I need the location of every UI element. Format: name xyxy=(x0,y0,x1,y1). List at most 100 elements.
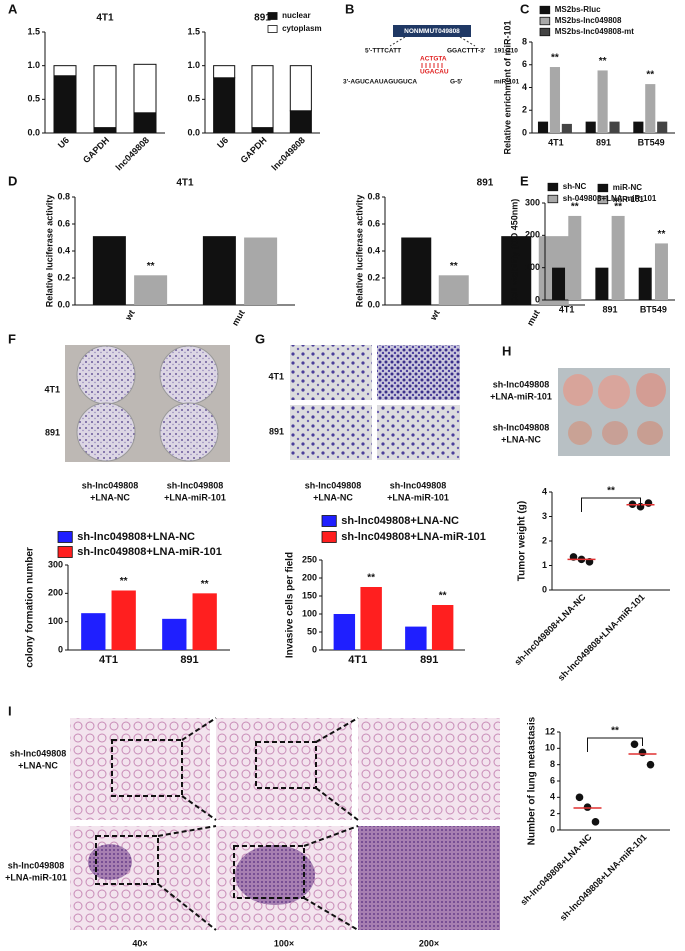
dot xyxy=(575,793,584,802)
panel-f-images: 4T1 891 sh-lnc049808 +LNA-NC sh-lnc04980… xyxy=(44,345,230,502)
bar-segment xyxy=(53,75,77,134)
panel-b-diagram: NONMMUT049808 5'-TTTCATT GGACTTT-3' 191-… xyxy=(343,25,520,86)
legend-label: sh-049808+LNA-miR-101 xyxy=(563,194,657,203)
row-label: sh-lnc049808 xyxy=(493,422,550,432)
y-tick-label: 200 xyxy=(302,572,317,582)
x-tick-label: 891 xyxy=(180,654,198,666)
significance-label: ** xyxy=(607,486,615,497)
bar-segment xyxy=(289,65,312,112)
bar xyxy=(401,237,432,305)
legend-swatch xyxy=(57,531,73,543)
magnification: 40× xyxy=(132,938,147,948)
panel-label: I xyxy=(8,703,12,718)
significance-label: ** xyxy=(571,202,579,213)
y-tick-label: 10 xyxy=(545,743,555,753)
y-tick-label: 0.0 xyxy=(27,127,40,137)
x-tick-label: 4T1 xyxy=(559,304,575,314)
bar xyxy=(431,605,454,650)
zoom-boxes xyxy=(95,717,359,931)
row-label: sh-lnc049808 xyxy=(10,748,67,758)
x-tick-label: GAPDH xyxy=(81,135,111,165)
bar-segment xyxy=(133,63,157,114)
y-tick-label: 300 xyxy=(525,197,540,207)
row-label: +LNA-miR-101 xyxy=(490,391,552,401)
tumor xyxy=(568,421,592,445)
y-tick-label: 0.6 xyxy=(57,218,70,228)
bar-segment xyxy=(133,112,157,134)
y-axis-label: Relative luciferase activity xyxy=(354,195,364,308)
significance-bracket xyxy=(587,737,643,752)
y-tick-label: 100 xyxy=(525,262,540,272)
y-tick-label: 1.5 xyxy=(187,26,200,36)
tumor xyxy=(598,375,630,409)
y-tick-label: 2 xyxy=(542,535,547,545)
well xyxy=(76,345,136,405)
chart-title: 4T1 xyxy=(96,13,114,24)
connector xyxy=(389,36,406,47)
bar xyxy=(501,236,532,305)
x-tick-label: wt xyxy=(123,308,137,323)
legend-label: MS2bs-lnc049808-mt xyxy=(555,27,634,36)
significance-label: ** xyxy=(658,229,666,240)
well xyxy=(159,402,219,462)
panel-label: B xyxy=(345,1,354,16)
y-tick-label: 0.5 xyxy=(27,94,40,104)
y-tick-label: 100 xyxy=(48,616,63,626)
y-axis-label: Invasive cells per field xyxy=(285,552,296,658)
chart-title: 4T1 xyxy=(176,178,194,189)
y-tick-label: 0 xyxy=(542,584,547,594)
y-axis-label: Relative enrichment of miR-101 xyxy=(502,20,512,154)
dot xyxy=(644,499,653,507)
x-tick-label: lnc049808 xyxy=(114,135,152,173)
legend-swatch xyxy=(547,182,559,192)
bar xyxy=(192,593,217,650)
legend-swatch xyxy=(321,515,337,527)
y-tick-label: 0.5 xyxy=(187,94,200,104)
significance-bracket xyxy=(581,497,641,512)
bar xyxy=(549,67,561,133)
row-label: +LNA-NC xyxy=(501,434,541,444)
dot xyxy=(630,740,639,749)
x-tick-label: mut xyxy=(525,308,542,327)
well xyxy=(159,345,219,405)
row-label: sh-lnc049808 xyxy=(493,379,550,389)
x-tick-label: 4T1 xyxy=(99,654,118,666)
y-tick-label: 0.2 xyxy=(57,272,70,282)
significance-label: ** xyxy=(120,576,128,587)
bar xyxy=(202,236,236,305)
row-label: +LNA-NC xyxy=(18,760,58,770)
y-tick-label: 200 xyxy=(48,588,63,598)
x-tick-label: U6 xyxy=(56,135,71,150)
y-tick-label: 4 xyxy=(542,486,547,496)
y-tick-label: 4 xyxy=(550,792,555,802)
bar xyxy=(244,237,278,305)
legend-label: sh-lnc049808+LNA-NC xyxy=(77,531,195,543)
legend-label: sh-lnc049808+LNA-NC xyxy=(341,515,459,527)
bar xyxy=(633,121,644,133)
x-tick-label: 4T1 xyxy=(348,654,367,666)
row-label: sh-lnc049808 xyxy=(8,860,65,870)
micrograph xyxy=(377,405,460,460)
significance-label: ** xyxy=(614,202,622,213)
bar-segment xyxy=(93,65,117,129)
legend-swatch xyxy=(597,183,609,193)
y-tick-label: 6 xyxy=(522,59,527,69)
well xyxy=(76,402,136,462)
legend-label: miR-101 xyxy=(613,195,645,204)
metastasis xyxy=(235,845,315,905)
legend-swatch xyxy=(267,12,278,20)
bar-segment xyxy=(213,65,236,79)
y-tick-label: 2 xyxy=(522,105,527,115)
bar xyxy=(645,84,656,133)
sequence: GGACTTT-3' xyxy=(447,48,486,55)
micrograph xyxy=(290,345,372,400)
chart-title: 891 xyxy=(254,13,271,24)
mirna: miR-101 xyxy=(494,79,520,86)
legend-label: sh-lnc049808+LNA-miR-101 xyxy=(77,546,222,558)
bar xyxy=(333,614,356,650)
y-tick-label: 3 xyxy=(542,511,547,521)
y-tick-label: 0 xyxy=(58,644,63,654)
micrograph xyxy=(377,345,460,400)
y-tick-label: 300 xyxy=(48,559,63,569)
